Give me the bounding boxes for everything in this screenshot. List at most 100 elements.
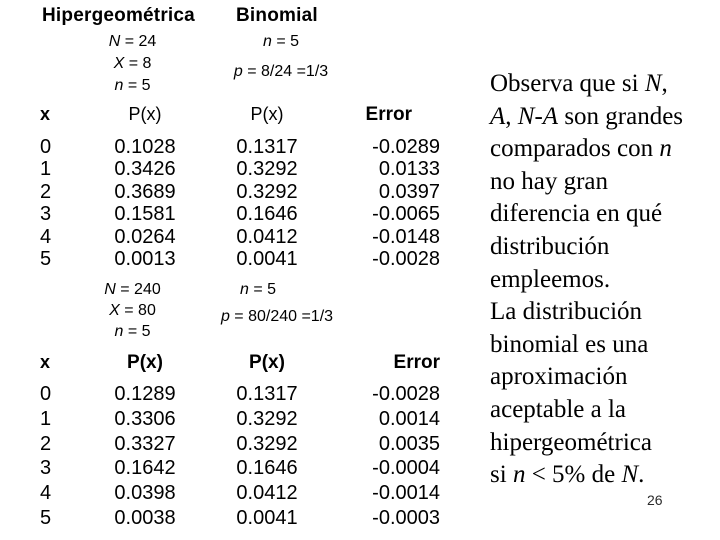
note-line: si n < 5% de N. bbox=[490, 459, 720, 492]
cell-hyper: 0.1581 bbox=[114, 203, 176, 226]
hyper-params-block-2: N = 240 X = 80 n = 5 bbox=[40, 279, 225, 342]
cell-binom: 0.3292 bbox=[236, 158, 298, 181]
cell-hyper: 0.3306 bbox=[114, 407, 176, 430]
text-segment: = 5 bbox=[248, 281, 277, 298]
table-row: 4 0.0398 0.0412 -0.0014 bbox=[40, 481, 440, 506]
note-text: Observa que si N, A, N-A son grandes compa… bbox=[490, 68, 720, 492]
text-segment: hipergeométrica bbox=[490, 428, 652, 456]
table-body: 0 0.1028 0.1317 -0.0289 1 0.3426 0.3292 0.0133 2… bbox=[40, 136, 440, 270]
comparison-table-1: x P(x) P(x) Error 0 0.1028 0.1317 -0.0289 1 0… bbox=[40, 104, 440, 270]
text-segment: , bbox=[505, 102, 518, 130]
table-row: 3 0.1581 0.1646 -0.0065 bbox=[40, 203, 440, 225]
cell-hyper: 0.3327 bbox=[114, 432, 176, 455]
param-line: p = 8/24 =1/3 bbox=[222, 61, 340, 83]
param-line: n = 5 bbox=[40, 321, 225, 342]
hyper-params-block-1: N = 24 X = 8 n = 5 bbox=[40, 31, 225, 97]
note-line: no hay gran bbox=[490, 166, 720, 199]
col-header-x: x bbox=[40, 352, 51, 372]
cell-x: 2 bbox=[40, 432, 52, 455]
table-row: 2 0.3327 0.3292 0.0035 bbox=[40, 432, 440, 457]
cell-binom: 0.1317 bbox=[236, 383, 298, 405]
cell-hyper: 0.1028 bbox=[114, 136, 176, 158]
comparison-table-2: x P(x) P(x) Error 0 0.1289 0.1317 -0.0028 1 0… bbox=[40, 352, 440, 531]
cell-x: 3 bbox=[40, 203, 52, 226]
cell-hyper: 0.3426 bbox=[114, 158, 176, 181]
text-segment: distribución bbox=[490, 232, 610, 260]
cell-x: 5 bbox=[40, 248, 52, 271]
param-line: p = 80/240 =1/3 bbox=[212, 306, 342, 327]
heading-hypergeometric: Hipergeométrica bbox=[42, 5, 195, 26]
text-segment: X bbox=[113, 55, 125, 72]
param-line: n = 5 bbox=[222, 31, 340, 53]
cell-error: -0.0004 bbox=[372, 457, 440, 480]
cell-hyper: 0.0398 bbox=[114, 482, 176, 505]
param-line: X = 8 bbox=[40, 53, 225, 75]
text-segment: = 5 bbox=[271, 33, 300, 50]
cell-binom: 0.1317 bbox=[236, 136, 298, 158]
text-segment: diferencia en qué bbox=[490, 200, 663, 228]
cell-x: 1 bbox=[40, 158, 52, 181]
text-segment: binomial es una bbox=[490, 330, 649, 358]
table-body: 0 0.1289 0.1317 -0.0028 1 0.3306 0.3292 0.0014 2… bbox=[40, 382, 440, 531]
cell-hyper: 0.0013 bbox=[114, 248, 176, 271]
note-line: La distribución bbox=[490, 296, 720, 329]
text-segment: = 80/240 =1/3 bbox=[229, 308, 334, 325]
table-row: 0 0.1289 0.1317 -0.0028 bbox=[40, 382, 440, 407]
text-segment: aceptable a la bbox=[490, 395, 627, 423]
cell-error: -0.0014 bbox=[372, 482, 440, 505]
binom-params-block-1: n = 5 p = 8/24 =1/3 bbox=[222, 31, 340, 83]
text-segment: n bbox=[239, 281, 249, 298]
text-segment: X bbox=[109, 302, 120, 319]
text-segment: si bbox=[490, 461, 513, 489]
text-segment: comparados con bbox=[490, 135, 660, 163]
cell-error: -0.0003 bbox=[372, 506, 440, 529]
text-segment: empleemos. bbox=[490, 265, 611, 293]
text-segment: A bbox=[490, 102, 506, 130]
text-segment: N-A bbox=[517, 102, 559, 130]
text-segment: N bbox=[621, 461, 639, 489]
col-header-x: x bbox=[40, 104, 51, 124]
table-row: 1 0.3426 0.3292 0.0133 bbox=[40, 158, 440, 180]
text-segment: p bbox=[220, 308, 230, 325]
col-header-error: Error bbox=[393, 352, 440, 373]
page-number: 26 bbox=[647, 492, 663, 508]
cell-error: -0.0028 bbox=[372, 248, 440, 271]
heading-binomial: Binomial bbox=[236, 5, 318, 26]
cell-error: -0.0065 bbox=[372, 203, 440, 226]
text-segment: = 8/24 =1/3 bbox=[242, 63, 329, 80]
table-row: 3 0.1642 0.1646 -0.0004 bbox=[40, 456, 440, 481]
table-header: x P(x) P(x) Error bbox=[40, 352, 440, 374]
text-segment: no hay gran bbox=[490, 167, 609, 195]
cell-x: 4 bbox=[40, 225, 52, 248]
text-segment: n bbox=[659, 135, 672, 163]
cell-binom: 0.0041 bbox=[236, 248, 298, 271]
cell-error: -0.0289 bbox=[372, 136, 440, 158]
note-line: empleemos. bbox=[490, 264, 720, 297]
text-segment: . bbox=[638, 461, 645, 489]
cell-binom: 0.1646 bbox=[236, 203, 298, 226]
text-segment: = 240 bbox=[115, 281, 161, 298]
cell-x: 3 bbox=[40, 457, 52, 480]
note-line: aproximación bbox=[490, 361, 720, 394]
text-segment: , bbox=[661, 70, 668, 97]
cell-x: 5 bbox=[40, 506, 52, 529]
cell-binom: 0.0041 bbox=[236, 506, 298, 529]
text-segment: < 5% de bbox=[525, 461, 622, 489]
note-line: hipergeométrica bbox=[490, 427, 720, 460]
cell-binom: 0.3292 bbox=[236, 407, 298, 430]
cell-hyper: 0.3689 bbox=[114, 180, 176, 203]
table-row: 4 0.0264 0.0412 -0.0148 bbox=[40, 226, 440, 248]
text-segment: = 80 bbox=[119, 302, 156, 319]
text-segment: son grandes bbox=[558, 102, 684, 130]
param-line: N = 24 bbox=[40, 31, 225, 53]
text-segment: Observa que si bbox=[490, 70, 645, 97]
table-row: 0 0.1028 0.1317 -0.0289 bbox=[40, 136, 440, 158]
cell-hyper: 0.0264 bbox=[114, 225, 176, 248]
table-row: 1 0.3306 0.3292 0.0014 bbox=[40, 407, 440, 432]
cell-error: 0.0397 bbox=[378, 180, 440, 203]
param-line: n = 5 bbox=[40, 75, 225, 97]
col-header-hyper-px: P(x) bbox=[127, 352, 163, 373]
cell-x: 2 bbox=[40, 180, 52, 203]
cell-error: -0.0028 bbox=[372, 383, 440, 405]
text-segment: = 5 bbox=[123, 323, 151, 340]
